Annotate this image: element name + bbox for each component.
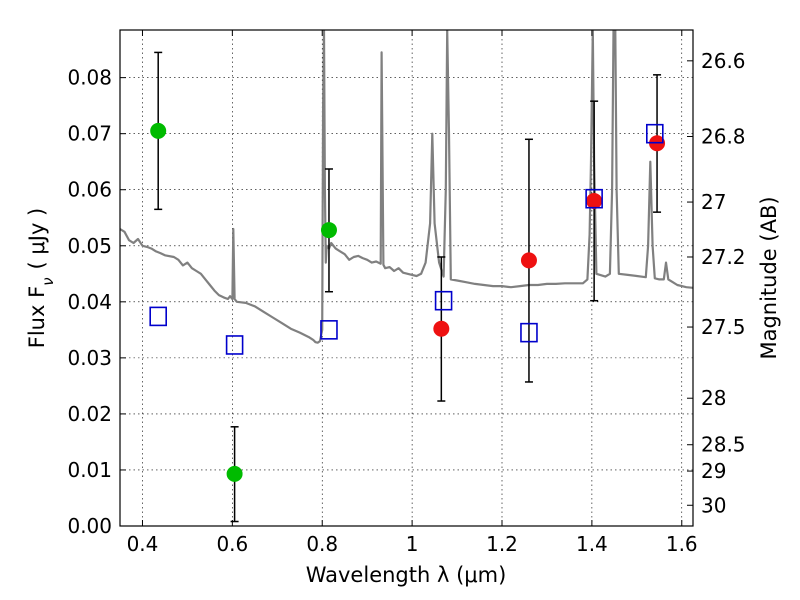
x-tick-label: 1.2 (486, 532, 518, 556)
y2-tick-label: 27.2 (701, 245, 746, 269)
y-tick-label: 0.03 (67, 346, 112, 370)
grid-lines (120, 30, 693, 526)
y-tick-label: 0.04 (67, 290, 112, 314)
y2-tick-label: 30 (701, 493, 726, 517)
y-tick-label: 0.05 (67, 234, 112, 258)
y-tick-label: 0.08 (67, 66, 112, 90)
y2-tick-label: 27.5 (701, 315, 746, 339)
spectrum-line (120, 30, 693, 344)
model-photometry-point (434, 290, 453, 311)
y-tick-label: 0.02 (67, 402, 112, 426)
red-detections-point (586, 192, 603, 209)
model-photometry-point (520, 322, 538, 343)
tick-labels: 0.4 0.6 0.8 1 1.2 1.4 1.6 0.00 0.01 0.02 0.03 0.04 0… (67, 49, 745, 556)
y2-tick-label: 28.5 (701, 433, 746, 457)
y-axis-title-sub: ν (39, 277, 57, 285)
red-detections-point (520, 252, 537, 269)
y2-tick-label: 28 (701, 386, 726, 410)
green-detections-point (226, 465, 243, 482)
x-tick-label: 0.6 (216, 532, 248, 556)
y-axis-title: Flux Fν ( μJy ) (25, 208, 57, 349)
data-markers (149, 122, 666, 482)
model-photometry-point (585, 188, 603, 209)
error-bars (154, 51, 662, 523)
y2-tick-label: 26.8 (701, 124, 746, 148)
y2-tick-label: 29 (701, 459, 726, 483)
model-photometry-point (149, 306, 167, 327)
x-tick-label: 0.4 (127, 532, 159, 556)
x-tick-label: 0.8 (306, 532, 338, 556)
green-detections-point (150, 122, 167, 139)
x-tick-label: 1.4 (576, 532, 608, 556)
x-tick-label: 1 (406, 532, 419, 556)
model-photometry-point (320, 320, 338, 340)
y-axis-title-main: Flux F (25, 286, 49, 348)
y2-axis-title: Magnitude (AB) (757, 196, 781, 359)
y-tick-label: 0.06 (67, 178, 112, 202)
axis-ticks (120, 30, 693, 527)
y-tick-label: 0.07 (67, 122, 112, 146)
x-axis-title: Wavelength λ (μm) (306, 563, 507, 587)
plot-frame (119, 29, 694, 527)
red-detections-point (433, 320, 450, 337)
model-photometry-point (225, 335, 244, 355)
y-axis-title-unit: ( μJy ) (25, 208, 49, 270)
model-spectrum (120, 30, 693, 344)
green-detections-point (320, 222, 337, 239)
y-tick-label: 0.01 (67, 458, 112, 482)
model-photometry-point (645, 123, 664, 144)
y2-tick-label: 27 (701, 190, 726, 214)
y2-tick-label: 26.6 (701, 49, 746, 73)
y-tick-label: 0.00 (67, 514, 112, 538)
x-tick-label: 1.6 (666, 532, 698, 556)
